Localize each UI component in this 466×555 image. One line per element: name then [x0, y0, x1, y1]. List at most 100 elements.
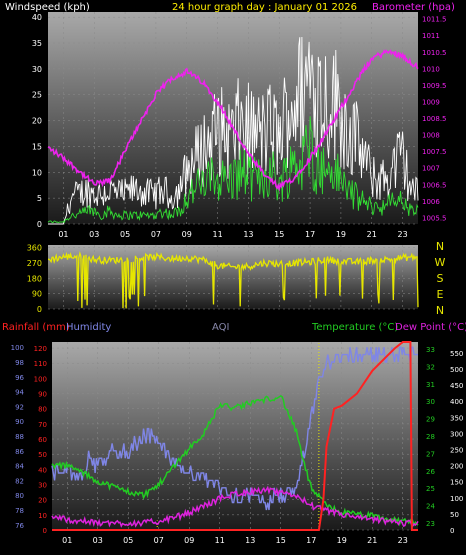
rainfall-tick-label: 20 [38, 497, 47, 505]
aqi-tick-label: 100 [450, 495, 463, 503]
aqi-tick-label: 450 [450, 382, 463, 390]
temperature-tick-label: 23 [426, 520, 435, 528]
x-tick-label: 21 [367, 536, 377, 545]
barometer-tick-label: 1011 [422, 32, 440, 40]
x-tick-label: 19 [336, 230, 346, 239]
humidity-tick-label: 96 [15, 374, 24, 382]
rainfall-tick-label: 120 [34, 345, 47, 353]
humidity-tick-label: 86 [15, 448, 24, 456]
temperature-tick-label: 24 [426, 503, 435, 511]
rainfall-series [52, 341, 418, 531]
x-tick-label: 09 [182, 230, 192, 239]
humidity-tick-label: 92 [15, 403, 24, 411]
humidity-tick-label: 88 [15, 433, 24, 441]
rainfall-tick-label: 90 [38, 391, 47, 399]
wind-chart-series [47, 36, 419, 225]
wind-y-axis-ticks: 0 5 10 15 20 25 30 35 40 [32, 13, 42, 229]
humidity-tick-label: 100 [11, 344, 24, 352]
barometer-axis-label: Barometer (hpa) [372, 2, 455, 13]
x-tick-label: 19 [337, 536, 347, 545]
x-tick-label: 13 [243, 230, 253, 239]
x-tick-label: 15 [276, 536, 286, 545]
wind-direction-chart-background [48, 245, 418, 309]
compass-letter: N [436, 240, 444, 253]
wind-direction-series [47, 250, 419, 309]
wind-tick-label: 15 [32, 142, 42, 151]
rainfall-tick-label: 60 [38, 436, 47, 444]
rain-humidity-temp-chart-background [52, 342, 418, 530]
aqi-tick-label: 50 [450, 511, 459, 519]
humidity-tick-label: 80 [15, 492, 24, 500]
barometer-tick-label: 1009 [422, 98, 440, 106]
barometer-tick-label: 1010.5 [422, 49, 447, 57]
x-tick-label: 01 [62, 536, 72, 545]
temperature-y-ticks: 23 24 25 26 27 28 29 30 31 32 33 [426, 346, 435, 528]
temperature-tick-label: 25 [426, 485, 435, 493]
wind-direction-tick-label: 180 [27, 274, 42, 283]
wind-axis-label: Windspeed (kph) [5, 2, 90, 13]
aqi-tick-label: 200 [450, 463, 463, 471]
rainfall-tick-label: 0 [43, 527, 47, 535]
temperature-tick-label: 29 [426, 416, 435, 424]
aqi-tick-label: 400 [450, 398, 463, 406]
wind-x-axis-ticks: 01 03 05 07 09 11 13 15 17 19 21 23 [58, 230, 407, 239]
humidity-label: Humidity [66, 322, 111, 333]
barometer-tick-label: 1008 [422, 132, 440, 140]
aqi-y-ticks: 0 50 100 150 200 250 300 350 400 450 500 550 [450, 350, 463, 535]
x-tick-label: 23 [398, 536, 408, 545]
wind-direction-tick-label: 360 [27, 244, 42, 253]
wind-tick-label: 5 [37, 194, 42, 203]
rain-chart-x-ticks: 01 03 05 07 09 11 13 15 17 19 21 23 [62, 536, 408, 545]
temperature-tick-label: 26 [426, 468, 435, 476]
x-tick-label: 11 [212, 230, 222, 239]
aqi-tick-label: 550 [450, 350, 463, 358]
barometer-tick-label: 1005.5 [422, 214, 447, 222]
barometer-tick-label: 1011.5 [422, 16, 447, 24]
temperature-label: Temperature (°C) [311, 322, 398, 333]
windspeed-series [48, 36, 419, 225]
wind-tick-label: 35 [32, 39, 42, 48]
wind-tick-label: 30 [32, 65, 42, 74]
wind-tick-label: 10 [32, 168, 42, 177]
wind-direction-series [47, 250, 419, 309]
windspeed-average-series [47, 116, 419, 224]
x-tick-label: 09 [184, 536, 194, 545]
x-tick-label: 01 [58, 230, 68, 239]
chart-title: 24 hour graph day : January 01 2026 [172, 2, 357, 13]
humidity-tick-label: 84 [15, 463, 24, 471]
barometer-tick-label: 1008.5 [422, 115, 447, 123]
dew-point-series [51, 485, 419, 528]
humidity-tick-label: 78 [15, 507, 24, 515]
aqi-tick-label: 300 [450, 430, 463, 438]
rainfall-tick-label: 40 [38, 466, 47, 474]
x-tick-label: 13 [245, 536, 255, 545]
humidity-tick-label: 82 [15, 477, 24, 485]
x-tick-label: 05 [123, 536, 133, 545]
rainfall-tick-label: 30 [38, 482, 47, 490]
x-tick-label: 07 [154, 536, 164, 545]
rainfall-tick-label: 100 [34, 375, 47, 383]
wind-direction-tick-label: 90 [32, 290, 42, 299]
compass-letter: S [437, 272, 444, 285]
humidity-tick-label: 98 [15, 359, 24, 367]
wind-tick-label: 0 [37, 220, 42, 229]
temperature-tick-label: 28 [426, 433, 435, 441]
x-tick-label: 05 [120, 230, 130, 239]
x-tick-label: 17 [306, 536, 316, 545]
aqi-tick-label: 500 [450, 366, 463, 374]
aqi-tick-label: 250 [450, 447, 463, 455]
temperature-tick-label: 30 [426, 398, 435, 406]
barometer-y-axis-ticks: 1005.5 1006 1006.5 1007 1007.5 1008 1008.5 1009… [422, 16, 447, 223]
wind-direction-tick-label: 0 [37, 305, 42, 314]
humidity-tick-label: 76 [15, 522, 24, 530]
wind-tick-label: 40 [32, 13, 42, 22]
rainfall-tick-label: 50 [38, 451, 47, 459]
aqi-tick-label: 0 [450, 527, 454, 535]
barometer-tick-label: 1009.5 [422, 82, 447, 90]
rainfall-label: Rainfall (mm) [2, 322, 70, 333]
x-tick-label: 17 [305, 230, 315, 239]
humidity-series [51, 346, 418, 511]
